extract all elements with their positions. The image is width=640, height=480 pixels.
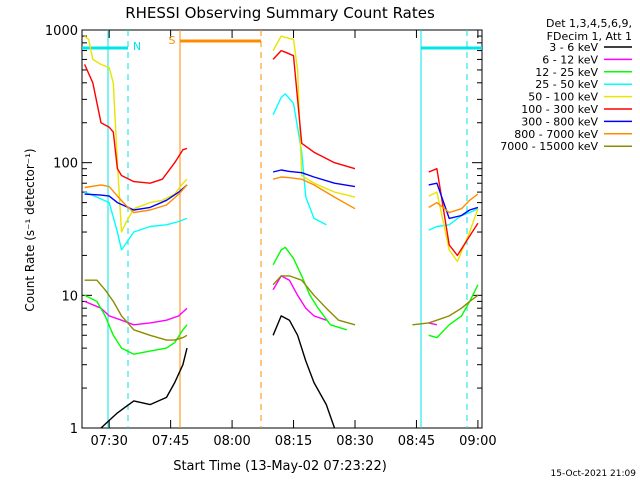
series-line bbox=[272, 35, 356, 198]
series-line bbox=[428, 193, 479, 214]
series-line bbox=[84, 184, 188, 214]
legend-entry-label: 25 - 50 keV bbox=[535, 78, 598, 91]
series-line bbox=[84, 184, 188, 211]
series-line bbox=[84, 279, 188, 341]
series-line bbox=[84, 191, 188, 251]
series-line bbox=[272, 315, 336, 428]
y-tick-label: 1000 bbox=[45, 24, 78, 39]
series-line bbox=[272, 93, 327, 226]
footer-timestamp: 15-Oct-2021 21:09 bbox=[551, 469, 637, 479]
series-line bbox=[100, 347, 188, 428]
series-line bbox=[272, 49, 356, 170]
y-tick-label: 10 bbox=[61, 289, 78, 304]
plot-area: 07:30 07:45 08:00 08:15 08:30 08:45 09:00 1 10 10… bbox=[45, 24, 497, 449]
series-line bbox=[84, 35, 188, 233]
series-line bbox=[428, 168, 479, 257]
series-line bbox=[272, 176, 356, 210]
series-line bbox=[412, 294, 479, 326]
chart-title: RHESSI Observing Summary Count Rates bbox=[125, 4, 435, 22]
legend-entry-label: 6 - 12 keV bbox=[542, 53, 598, 66]
series-line bbox=[428, 208, 479, 231]
series-line bbox=[83, 64, 188, 184]
legend-entry-label: 12 - 25 keV bbox=[535, 66, 598, 79]
series-line bbox=[84, 294, 188, 355]
y-tick-label: 1 bbox=[70, 422, 78, 437]
series-line bbox=[428, 322, 438, 326]
series-line bbox=[84, 300, 188, 326]
x-tick-label: 07:45 bbox=[152, 434, 189, 449]
series-line bbox=[428, 191, 479, 263]
x-tick-label: 07:30 bbox=[90, 434, 127, 449]
x-tick-label: 08:15 bbox=[275, 434, 312, 449]
series-line bbox=[272, 246, 348, 331]
legend-entry-label: 800 - 7000 keV bbox=[514, 128, 598, 141]
series-line bbox=[272, 275, 356, 326]
legend-header-line-1: Det 1,3,4,5,6,9, bbox=[546, 17, 632, 30]
plot-frame bbox=[81, 29, 483, 429]
x-tick-label: 08:45 bbox=[398, 434, 435, 449]
legend-entry-label: 3 - 6 keV bbox=[549, 41, 598, 54]
saa-marker-label: S bbox=[169, 34, 176, 47]
series-line bbox=[428, 284, 479, 339]
night-marker-label: N bbox=[133, 40, 141, 53]
legend-entry-label: 300 - 800 keV bbox=[521, 115, 598, 128]
y-axis-label: Count Rate (s⁻¹ detector⁻¹) bbox=[23, 148, 37, 311]
series-group bbox=[83, 35, 479, 428]
x-axis-label: Start Time (13-May-02 07:23:22) bbox=[173, 459, 387, 474]
legend-entry-label: 7000 - 15000 keV bbox=[500, 140, 598, 153]
legend-entry-label: 100 - 300 keV bbox=[521, 103, 598, 116]
x-tick-label: 08:30 bbox=[336, 434, 373, 449]
x-tick-label: 08:00 bbox=[213, 434, 250, 449]
legend-header-line-2: FDecim 1, Att 1 bbox=[547, 30, 632, 43]
y-tick-label: 100 bbox=[53, 157, 78, 172]
legend: Det 1,3,4,5,6,9, FDecim 1, Att 1 3 - 6 k… bbox=[500, 17, 632, 153]
x-tick-label: 09:00 bbox=[459, 434, 496, 449]
series-line bbox=[272, 169, 356, 188]
legend-entry-label: 50 - 100 keV bbox=[528, 91, 598, 104]
series-line bbox=[428, 182, 479, 220]
